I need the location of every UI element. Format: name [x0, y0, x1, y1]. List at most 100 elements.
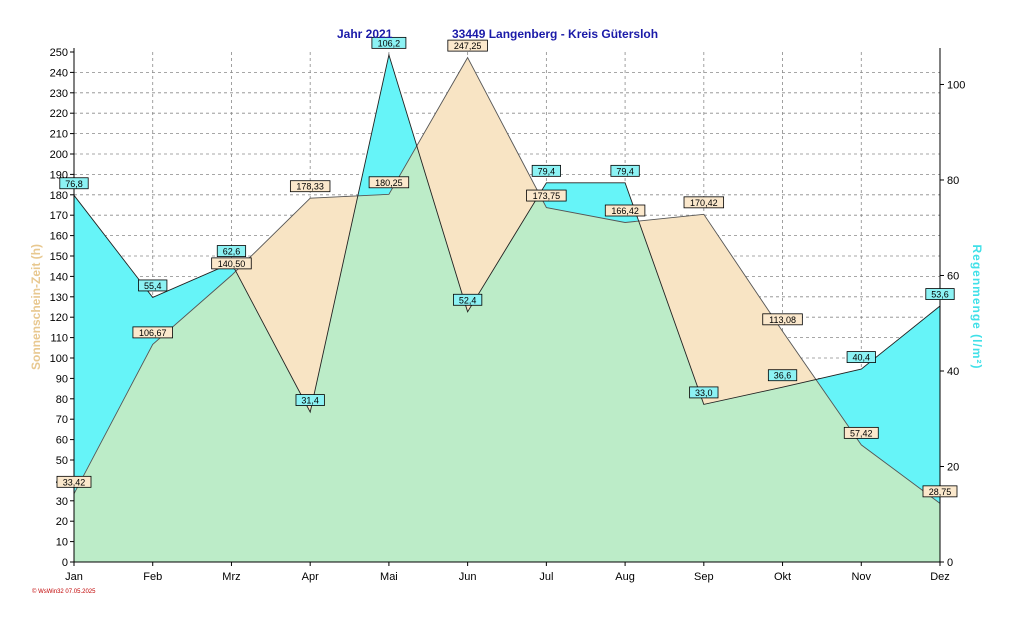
y-left-tick-label: 50 — [56, 455, 68, 467]
x-tick-label: Nov — [851, 571, 871, 583]
sunshine-data-label-box — [604, 204, 646, 217]
sunshine-data-label: 140,50 — [218, 259, 246, 269]
y-left-tick-label: 180 — [50, 190, 68, 202]
y-left-tick-label: 250 — [50, 47, 68, 59]
x-tick-label: Mai — [380, 571, 398, 583]
y-left-tick-label: 140 — [50, 271, 68, 283]
rain-data-label: 55,4 — [144, 281, 162, 291]
x-tick-label: Sep — [694, 571, 714, 583]
y-left-tick-label: 160 — [50, 231, 68, 243]
y-left-tick-label: 90 — [56, 373, 68, 385]
rain-data-label: 62,6 — [223, 247, 241, 257]
rain-data-label-box — [295, 394, 325, 406]
y-left-tick-label: 130 — [50, 292, 68, 304]
y-left-tick-label: 60 — [56, 435, 68, 447]
sunshine-data-label: 33,42 — [63, 477, 86, 487]
y-left-tick-label: 100 — [50, 353, 68, 365]
sunshine-data-label: 28,75 — [929, 487, 952, 497]
rain-data-label-box — [689, 386, 719, 399]
y-left-tick-label: 220 — [50, 108, 68, 120]
sunshine-data-label: 180,25 — [375, 178, 403, 188]
sunshine-data-label-box — [843, 426, 879, 439]
rain-data-label-box — [925, 288, 955, 300]
rain-data-label-box — [216, 245, 247, 257]
x-tick-label: Jul — [539, 571, 553, 583]
sunshine-data-label: 173,75 — [533, 191, 561, 201]
y-left-tick-label: 20 — [56, 516, 68, 528]
chart-year-title: Jahr 2021 — [337, 27, 393, 41]
sunshine-data-label-box — [922, 485, 958, 498]
x-tick-label: Aug — [615, 571, 635, 583]
sunshine-data-label: 247,25 — [454, 41, 482, 51]
y-left-tick-label: 120 — [50, 312, 68, 324]
y-left-tick-label: 150 — [50, 251, 68, 263]
x-tick-label: Apr — [302, 571, 319, 583]
sunshine-data-label-box — [368, 176, 410, 189]
rain-data-label: 36,6 — [774, 371, 792, 381]
sunshine-data-label-box — [447, 39, 488, 52]
y-left-tick-label: 110 — [50, 333, 68, 345]
y-left-tick-label: 210 — [50, 129, 68, 141]
rain-data-label-box — [767, 369, 798, 382]
overlap-area — [74, 145, 940, 562]
y-left-tick-label: 80 — [56, 394, 68, 406]
axes: 0 10 20 30 40 50 60 70 80 90 100 110 120 130 140 150 160… — [29, 47, 984, 583]
sunshine-data-label: 178,33 — [296, 182, 324, 192]
rain-data-label: 31,4 — [301, 396, 319, 406]
y-right-tick-label: 20 — [947, 461, 959, 473]
sunshine-data-label: 170,42 — [690, 198, 718, 208]
area-series — [74, 54, 940, 563]
rain-data-label-box — [138, 279, 168, 292]
sunshine-data-label-box — [289, 180, 331, 193]
rain-data-label-box — [453, 293, 483, 306]
rain-data-label-box — [371, 36, 407, 49]
chart-location-title: 33449 Langenberg - Kreis Gütersloh — [452, 27, 659, 41]
y-left-tick-label: 0 — [62, 557, 68, 569]
rain-data-label: 53,6 — [931, 290, 949, 300]
x-tick-label: Feb — [143, 571, 162, 583]
rain-data-label: 79,4 — [616, 166, 634, 176]
y-right-tick-label: 100 — [947, 79, 965, 91]
sunshine-line — [73, 56, 941, 504]
rain-data-label-box — [531, 164, 561, 177]
y-left-tick-label: 70 — [56, 414, 68, 426]
x-tick-label: Okt — [774, 571, 791, 583]
rain-data-label-box — [59, 177, 89, 190]
x-tick-label: Mrz — [222, 571, 240, 583]
x-tick-label: Dez — [930, 571, 950, 583]
rain-data-label: 106,2 — [378, 38, 401, 48]
sunshine-data-label: 166,42 — [611, 206, 639, 216]
rain-data-label: 52,4 — [459, 295, 477, 305]
footer-credit: © WsWin32 07.05.2025 — [32, 589, 96, 595]
y-right-tick-label: 40 — [947, 366, 959, 378]
y-right-tick-label: 0 — [947, 557, 953, 569]
y-left-tick-label: 30 — [56, 496, 68, 508]
sunshine-data-label-box — [683, 196, 725, 209]
y-left-tick-label: 230 — [50, 88, 68, 100]
sunshine-data-label-box — [56, 475, 92, 488]
y-right-tick-label: 80 — [947, 175, 959, 187]
sunshine-data-label-box — [211, 257, 252, 270]
bottom-strip — [0, 612, 1015, 622]
y-left-tick-label: 170 — [50, 210, 68, 222]
y-left-tick-label: 200 — [50, 149, 68, 161]
rain-data-label: 76,8 — [65, 179, 83, 189]
rain-data-label: 33,0 — [695, 388, 713, 398]
sunshine-data-label-box — [132, 326, 173, 339]
sunshine-data-label-box — [762, 313, 803, 326]
rain-data-label-box — [610, 164, 640, 177]
rain-data-label-box — [846, 351, 876, 363]
sunshine-data-label: 113,08 — [769, 315, 796, 325]
y-right-tick-label: 60 — [947, 270, 959, 282]
rain-data-label: 40,4 — [853, 353, 871, 363]
x-tick-label: Jan — [65, 571, 83, 583]
y-left-tick-label: 240 — [50, 67, 68, 79]
sunshine-data-label: 106,67 — [139, 328, 167, 338]
sunshine-data-label: 57,42 — [850, 428, 873, 438]
data-labels: 33,42 106,67 140,50 178,33 180,25 247,25 173,7… — [56, 36, 958, 498]
y-left-axis-title: Sonnenschein-Zeit (h) — [29, 244, 43, 370]
rain-data-label: 79,4 — [538, 166, 556, 176]
x-tick-label: Jun — [459, 571, 477, 583]
y-right-axis-title: Regenmenge (l/m²) — [970, 244, 984, 369]
